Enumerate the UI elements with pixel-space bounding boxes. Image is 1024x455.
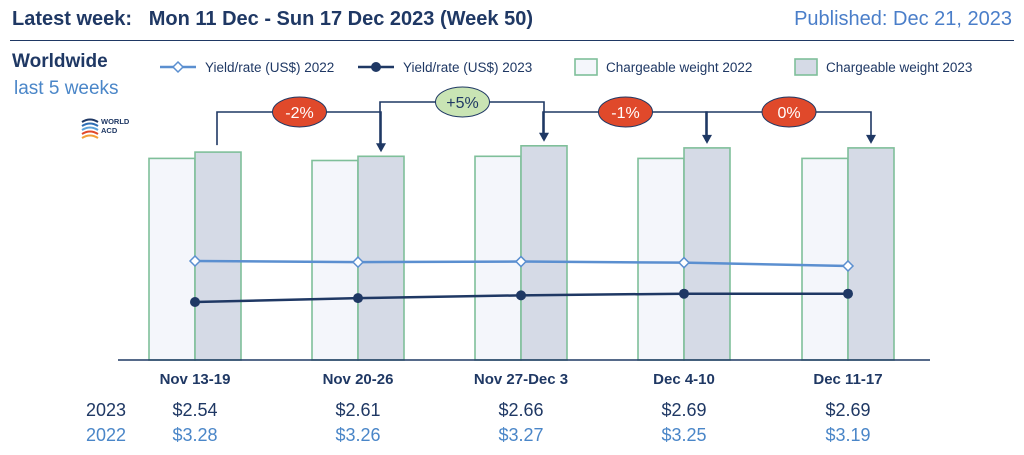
header-divider bbox=[10, 40, 1014, 41]
x-tick-labels: Nov 13-19 Nov 20-26 Nov 27-Dec 3 Dec 4-10 De… bbox=[160, 371, 883, 388]
x-tick-label: Dec 4-10 bbox=[653, 371, 715, 388]
point-2022 bbox=[841, 259, 855, 273]
bar-2023 bbox=[357, 155, 405, 361]
change-arrowhead bbox=[539, 132, 549, 142]
yield-2022-value: $3.28 bbox=[172, 425, 218, 445]
yield-2023-value: $2.61 bbox=[335, 400, 381, 420]
latest-week-label: Latest week: bbox=[12, 8, 133, 30]
point-2023 bbox=[353, 293, 363, 304]
yield-2022-value: $3.19 bbox=[825, 425, 871, 445]
change-badge bbox=[435, 86, 490, 118]
week-range: Mon 11 Dec - Sun 17 Dec 2023 (Week 50) bbox=[148, 8, 533, 30]
point-2022 bbox=[514, 255, 528, 268]
bar-2023 bbox=[847, 147, 895, 361]
world-acd-logo bbox=[81, 118, 99, 139]
point-2023 bbox=[516, 290, 526, 301]
legend-label: Chargeable weight 2022 bbox=[606, 60, 752, 75]
point-2022 bbox=[677, 256, 691, 269]
x-tick-label: Nov 13-19 bbox=[160, 371, 231, 388]
x-tick-label: Dec 11-17 bbox=[813, 371, 882, 388]
change-arrowhead bbox=[376, 143, 386, 153]
yield-2023-value: $2.69 bbox=[825, 400, 871, 420]
bar-2022 bbox=[474, 155, 522, 361]
bar-2023 bbox=[683, 147, 731, 361]
point-2023 bbox=[190, 297, 200, 307]
x-tick-label: Nov 20-26 bbox=[323, 371, 394, 388]
change-brackets: -2% +5% -1% 0% bbox=[216, 86, 876, 153]
legend-label: Yield/rate (US$) 2022 bbox=[205, 60, 334, 75]
bar-2022 bbox=[801, 157, 849, 361]
bars-layer bbox=[148, 145, 895, 361]
change-badge bbox=[761, 96, 817, 128]
yield-2023-value: $2.66 bbox=[498, 400, 544, 420]
latest-week-header: Latest week: Mon 11 Dec - Sun 17 Dec 202… bbox=[12, 8, 533, 31]
logo-wordmark: WORLD ACD bbox=[101, 117, 130, 135]
period-subtitle: last 5 weeks bbox=[14, 78, 119, 99]
legend-label: Yield/rate (US$) 2023 bbox=[403, 60, 532, 75]
yield-2022-value: $3.26 bbox=[335, 425, 381, 445]
change-label: -2% bbox=[285, 105, 313, 122]
change-arrowhead bbox=[702, 134, 712, 144]
change-label: 0% bbox=[777, 105, 800, 122]
yield-2023-value: $2.69 bbox=[661, 400, 707, 420]
row-label-2022: 2022 bbox=[86, 425, 127, 445]
yield-2022-value: $3.25 bbox=[661, 425, 707, 445]
region-title: Worldwide bbox=[12, 51, 108, 72]
point-2023 bbox=[679, 288, 689, 299]
lines-layer bbox=[188, 254, 855, 307]
row-label-2023: 2023 bbox=[86, 400, 127, 420]
published-date: Published: Dec 21, 2023 bbox=[794, 8, 1012, 30]
bar-2022 bbox=[311, 159, 359, 361]
bar-2022 bbox=[637, 157, 685, 361]
change-label: +5% bbox=[446, 95, 478, 112]
bar-2022 bbox=[148, 157, 196, 361]
change-badge bbox=[598, 96, 653, 128]
legend-box-2023 bbox=[794, 58, 818, 76]
legend-diamond-2022 bbox=[171, 60, 185, 74]
legend: Yield/rate (US$) 2022 Yield/rate (US$) 20… bbox=[160, 58, 972, 76]
change-label: -1% bbox=[611, 105, 639, 122]
change-badge bbox=[272, 96, 327, 128]
legend-dot-2023 bbox=[371, 62, 381, 72]
point-2022 bbox=[351, 256, 365, 269]
bar-2023 bbox=[194, 151, 242, 361]
legend-box-2022 bbox=[574, 58, 598, 76]
change-arrowhead bbox=[866, 134, 876, 144]
yield-2022-value: $3.27 bbox=[498, 425, 544, 445]
yield-2023-value: $2.54 bbox=[172, 400, 218, 420]
x-tick-label: Nov 27-Dec 3 bbox=[474, 371, 568, 388]
bar-2023 bbox=[520, 145, 568, 361]
legend-label: Chargeable weight 2023 bbox=[826, 60, 972, 75]
point-2023 bbox=[843, 288, 853, 299]
point-2022 bbox=[188, 254, 202, 268]
